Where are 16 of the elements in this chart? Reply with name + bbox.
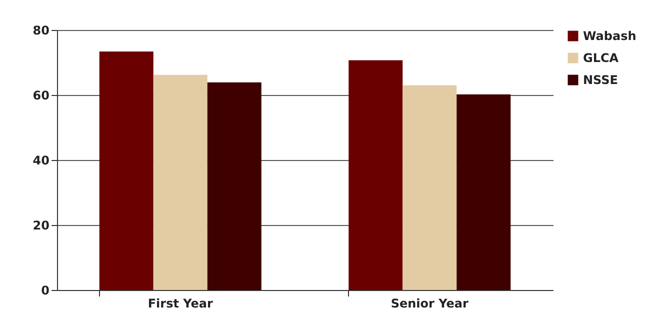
bar [207, 82, 262, 290]
bar [402, 85, 457, 290]
bar [456, 94, 511, 290]
x-tick-label: Senior Year [390, 296, 468, 310]
y-tick-label: 80 [32, 24, 50, 38]
y-tick-label: 20 [32, 218, 50, 232]
legend-label: Wabash [583, 29, 636, 43]
legend-label: NSSE [583, 73, 618, 87]
y-tick-label: 60 [32, 88, 50, 102]
x-tick-label: First Year [148, 296, 213, 310]
bar [348, 60, 403, 290]
bar [153, 74, 208, 290]
y-tick-label: 0 [41, 284, 50, 298]
bar [99, 51, 154, 290]
legend-label: GLCA [583, 51, 620, 65]
y-tick-label: 40 [32, 154, 50, 168]
